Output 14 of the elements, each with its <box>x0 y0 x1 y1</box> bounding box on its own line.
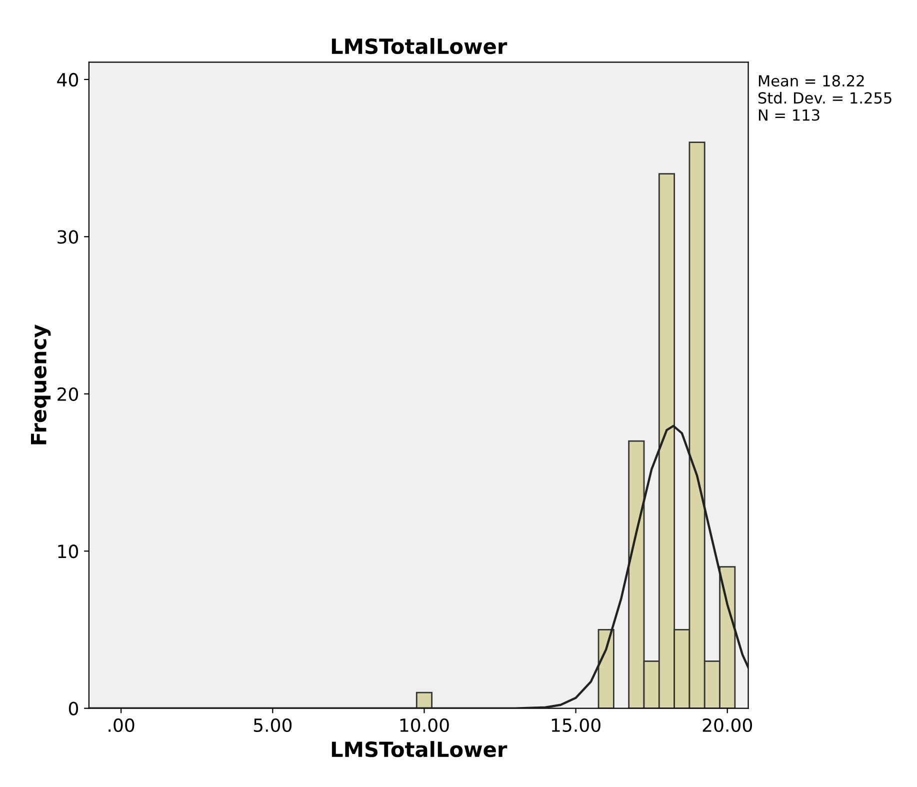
x-tick-label: 20.00 <box>702 718 752 732</box>
y-axis-title: Frequency <box>31 324 51 444</box>
x-tick-label: 15.00 <box>552 718 600 732</box>
y-tick-label: 10 <box>58 544 78 558</box>
text: Mean = 18.22 Std. Dev. = 1.255 N = 113 <box>758 75 892 121</box>
x-tick-label: 5.00 <box>254 718 292 732</box>
x-axis-title: LMSTotalLower <box>332 741 508 758</box>
y-tick-label: 20 <box>58 387 78 401</box>
chart-title: LMSTotalLower <box>332 38 508 54</box>
x-tick-label: 10.00 <box>400 718 449 732</box>
x-tick-label: .00 <box>108 718 134 732</box>
y-tick-label: 40 <box>57 72 78 87</box>
y-tick-label: 0 <box>68 702 78 716</box>
y-tick-label: 30 <box>58 230 78 244</box>
